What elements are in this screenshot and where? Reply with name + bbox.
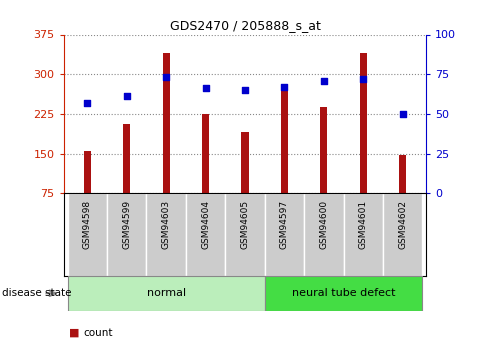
Text: GSM94602: GSM94602 [398,200,407,249]
Text: GSM94605: GSM94605 [241,200,249,249]
Bar [304,193,343,276]
Text: ■: ■ [69,328,79,338]
Title: GDS2470 / 205888_s_at: GDS2470 / 205888_s_at [170,19,320,32]
Bar [147,193,186,276]
Text: GSM94599: GSM94599 [122,200,131,249]
Bar [186,193,225,276]
Text: GSM94603: GSM94603 [162,200,171,249]
Point [162,75,170,80]
Text: disease state: disease state [2,288,72,298]
Bar [281,90,288,193]
Point [399,111,407,117]
Point [280,84,288,90]
Point [320,78,328,83]
Text: normal: normal [147,288,186,298]
Bar [320,107,327,193]
Point [202,86,210,91]
Point [359,76,367,82]
Bar [163,53,170,193]
Text: GSM94604: GSM94604 [201,200,210,249]
Bar [68,276,265,310]
Bar [265,193,304,276]
Bar [202,114,209,193]
Text: neural tube defect: neural tube defect [292,288,395,298]
Text: GSM94597: GSM94597 [280,200,289,249]
Point [241,87,249,93]
Point [83,100,91,106]
Bar [360,53,367,193]
Bar [242,132,248,193]
Text: GSM94600: GSM94600 [319,200,328,249]
Text: count: count [83,328,113,338]
Bar [399,155,406,193]
Bar [383,193,422,276]
Bar [343,193,383,276]
Text: GSM94601: GSM94601 [359,200,368,249]
Bar [68,193,107,276]
Bar [265,276,422,310]
Bar [225,193,265,276]
Point [123,93,131,99]
Bar [84,151,91,193]
Text: GSM94598: GSM94598 [83,200,92,249]
Bar [107,193,147,276]
Bar [123,125,130,193]
